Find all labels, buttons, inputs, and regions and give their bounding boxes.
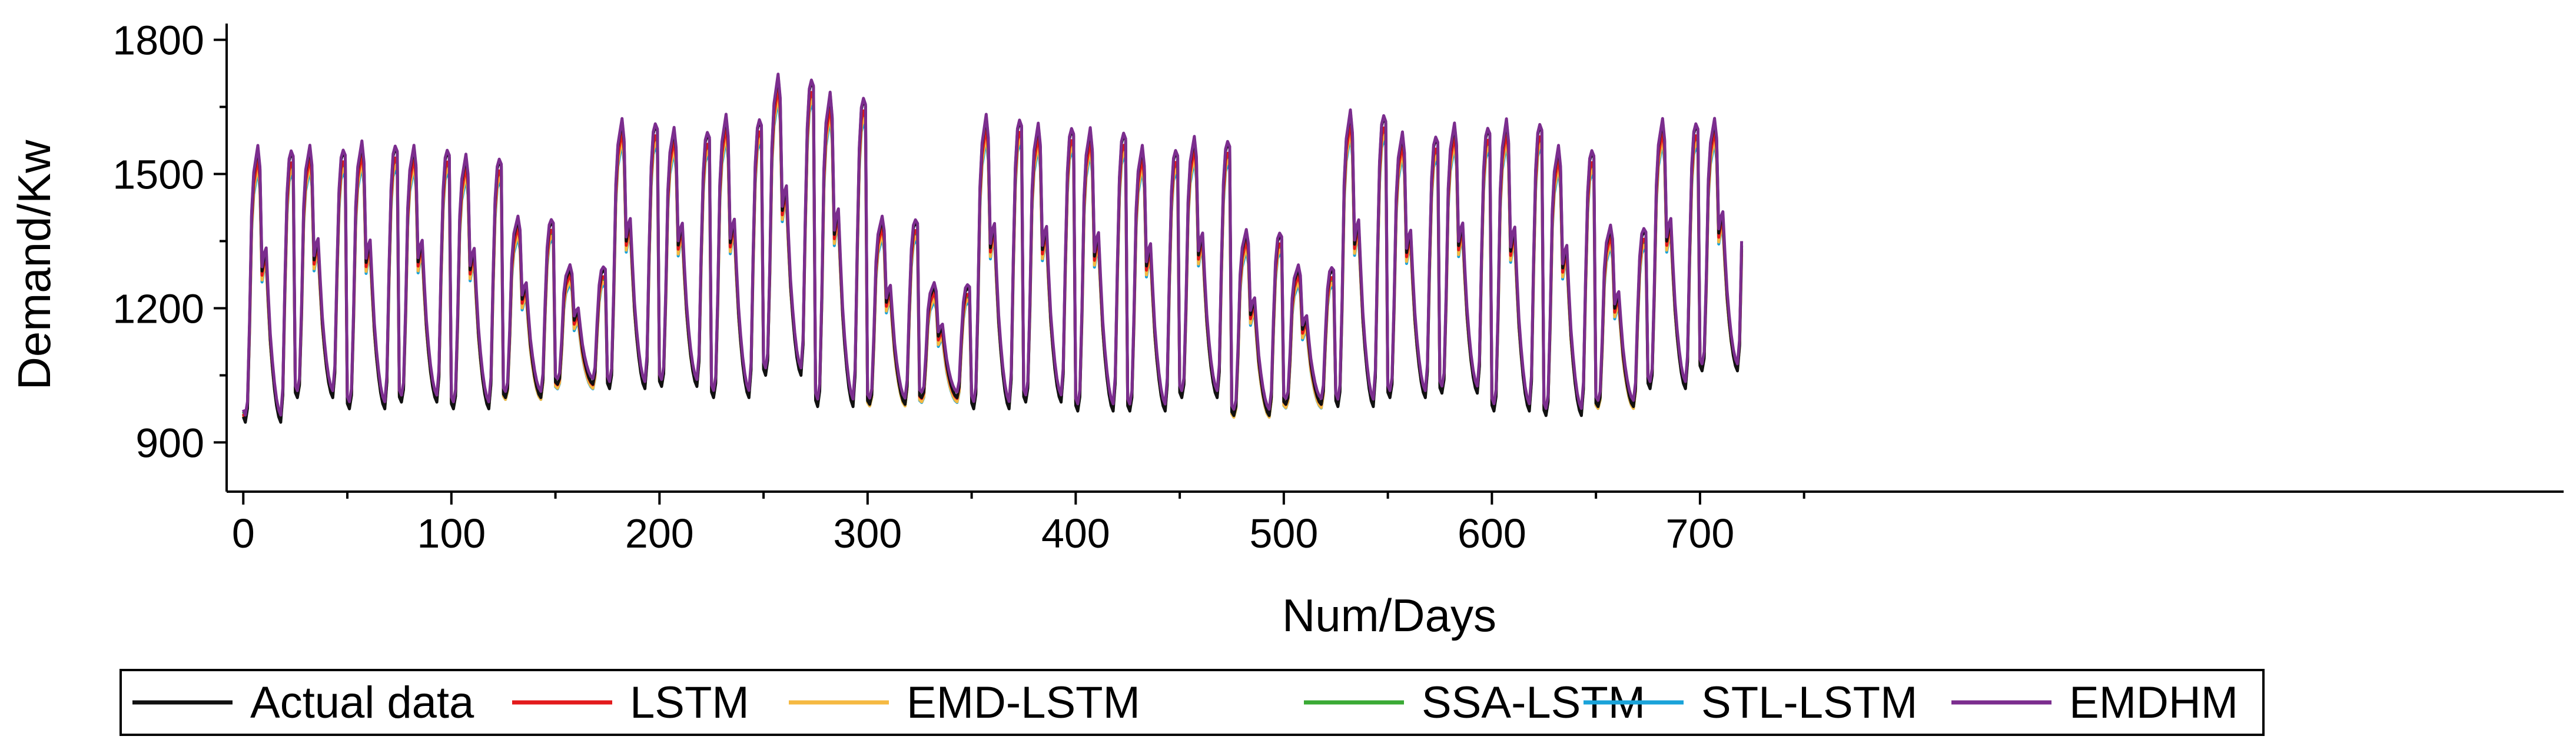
legend-label: STL-LSTM: [1701, 678, 1917, 728]
x-tick-label: 700: [1666, 510, 1735, 556]
legend-label: EMD-LSTM: [907, 678, 1140, 728]
x-tick-label: 400: [1041, 510, 1110, 556]
y-tick-label: 1800: [112, 18, 204, 64]
x-tick-label: 100: [417, 510, 486, 556]
y-tick-label: 1200: [112, 286, 204, 331]
plot-area: [241, 72, 1744, 424]
x-tick-label: 600: [1458, 510, 1526, 556]
x-tick-label: 200: [625, 510, 694, 556]
axes: [225, 24, 2564, 493]
x-axis-title: Num/Days: [1282, 589, 1496, 641]
legend: Actual data LSTM EMD-LSTM SSA-LSTM STL-LSTM E…: [119, 669, 2265, 736]
y-axis-ticks: 900 1200 1500 1800: [112, 18, 227, 466]
legend-frame: [119, 669, 2265, 736]
x-tick-label: 300: [833, 510, 902, 556]
legend-label: LSTM: [630, 678, 749, 728]
y-tick-label: 900: [135, 420, 204, 466]
x-tick-label: 0: [232, 510, 255, 556]
x-tick-label: 500: [1249, 510, 1318, 556]
series-line-emdhm: [241, 72, 1744, 417]
legend-label: EMDHM: [2069, 678, 2238, 728]
x-axis-ticks: 0 100 200 300 400 500 600 700: [232, 492, 1805, 556]
y-tick-label: 1500: [112, 152, 204, 198]
legend-label: Actual data: [250, 678, 474, 728]
y-axis-title: Demand/Kw: [8, 140, 60, 390]
